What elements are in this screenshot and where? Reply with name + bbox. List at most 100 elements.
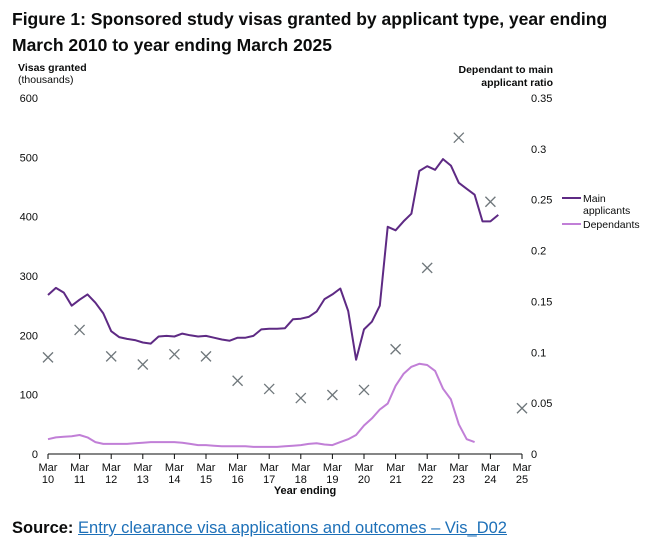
right-axis-title-line-1: Dependant to main bbox=[458, 64, 553, 76]
x-tick-label-month: Mar bbox=[228, 462, 247, 474]
right-tick-label: 0.15 bbox=[531, 296, 552, 308]
right-tick-label: 0.1 bbox=[531, 347, 546, 359]
ratio-marker bbox=[390, 343, 402, 355]
ratio-marker bbox=[168, 348, 180, 360]
ratio-marker bbox=[105, 350, 117, 362]
x-tick-label-month: Mar bbox=[291, 462, 310, 474]
x-tick-label-month: Mar bbox=[355, 462, 374, 474]
ratio-marker-stroke bbox=[326, 389, 338, 401]
ratio-marker bbox=[295, 392, 307, 404]
ratio-marker bbox=[516, 402, 528, 414]
left-tick-label: 400 bbox=[20, 212, 38, 224]
ratio-marker bbox=[263, 383, 275, 395]
x-tick-label-month: Mar bbox=[133, 462, 152, 474]
ratio-marker bbox=[326, 389, 338, 401]
ratio-marker-stroke bbox=[516, 402, 528, 414]
x-tick-label-month: Mar bbox=[165, 462, 184, 474]
left-axis-title: Visas granted (thousands) bbox=[18, 62, 87, 86]
ratio-marker bbox=[137, 359, 149, 370]
left-tick-label: 100 bbox=[20, 390, 38, 402]
x-axis-ticks: Mar10Mar11Mar12Mar13Mar14Mar15Mar16Mar17… bbox=[39, 454, 532, 486]
x-tick-label-month: Mar bbox=[70, 462, 89, 474]
ratio-marker bbox=[74, 324, 86, 336]
x-tick-label-year: 21 bbox=[389, 474, 401, 486]
x-tick-label-year: 25 bbox=[516, 474, 528, 486]
left-tick-label: 500 bbox=[20, 152, 38, 164]
left-axis-ticks: 0 100 200 300 400 500 600 bbox=[20, 93, 38, 461]
x-tick-label-year: 18 bbox=[295, 474, 307, 486]
x-tick-label-year: 11 bbox=[74, 474, 85, 486]
ratio-marker bbox=[358, 384, 370, 396]
x-tick-label-year: 14 bbox=[168, 474, 180, 486]
x-tick-label-year: 12 bbox=[105, 474, 117, 486]
chart-title: Figure 1: Sponsored study visas granted … bbox=[12, 9, 608, 55]
x-tick-label-month: Mar bbox=[323, 462, 342, 474]
x-tick-label-year: 13 bbox=[137, 474, 149, 486]
chart: Visas granted (thousands) Dependant to m… bbox=[18, 62, 640, 497]
right-tick-label: 0.35 bbox=[531, 93, 552, 105]
right-axis-title: Dependant to main applicant ratio bbox=[458, 64, 553, 89]
left-tick-label: 0 bbox=[32, 449, 38, 461]
x-tick-label-month: Mar bbox=[386, 462, 405, 474]
right-tick-label: 0.2 bbox=[531, 246, 546, 258]
ratio-marker-stroke bbox=[453, 132, 465, 144]
left-tick-label: 200 bbox=[20, 330, 38, 342]
source-note: Source: Entry clearance visa application… bbox=[12, 519, 507, 538]
ratio-marker bbox=[484, 196, 496, 208]
x-tick-label-month: Mar bbox=[102, 462, 121, 474]
x-tick-label-year: 15 bbox=[200, 474, 212, 486]
left-tick-label: 300 bbox=[20, 271, 38, 283]
ratio-marker bbox=[200, 350, 212, 362]
ratio-marker bbox=[421, 262, 433, 274]
x-tick-label-month: Mar bbox=[481, 462, 500, 474]
ratio-marker-stroke bbox=[484, 196, 496, 208]
right-axis-ticks: 0 0.05 0.1 0.15 0.2 0.25 0.3 0.35 bbox=[531, 93, 552, 461]
main-applicants-line bbox=[47, 158, 499, 361]
x-axis-title: Year ending bbox=[274, 485, 336, 497]
right-tick-label: 0.3 bbox=[531, 144, 546, 156]
x-tick-label-year: 17 bbox=[263, 474, 275, 486]
ratio-marker-stroke bbox=[42, 351, 54, 363]
ratio-marker-stroke bbox=[263, 383, 275, 395]
source-link[interactable]: Entry clearance visa applications and ou… bbox=[78, 519, 507, 537]
x-tick-label-year: 19 bbox=[326, 474, 338, 486]
ratio-marker bbox=[232, 375, 244, 387]
ratio-marker-stroke bbox=[358, 384, 370, 396]
left-tick-label: 600 bbox=[20, 93, 38, 105]
right-tick-label: 0 bbox=[531, 449, 537, 461]
ratio-marker-stroke bbox=[232, 375, 244, 387]
ratio-marker-stroke bbox=[390, 343, 402, 355]
x-tick-label-year: 22 bbox=[421, 474, 433, 486]
x-tick-label-year: 10 bbox=[42, 474, 54, 486]
ratio-markers bbox=[42, 132, 528, 414]
source-label: Source: bbox=[12, 519, 74, 537]
ratio-marker-stroke bbox=[421, 262, 433, 274]
x-tick-label-month: Mar bbox=[418, 462, 437, 474]
x-tick-label-month: Mar bbox=[449, 462, 468, 474]
right-tick-label: 0.25 bbox=[531, 195, 552, 207]
x-tick-label-month: Mar bbox=[260, 462, 279, 474]
ratio-marker bbox=[453, 132, 465, 144]
ratio-marker-stroke bbox=[137, 359, 149, 370]
left-axis-title-line-2: (thousands) bbox=[18, 74, 73, 86]
legend-label: Main bbox=[583, 193, 606, 205]
series bbox=[47, 158, 499, 448]
x-tick-label-month: Mar bbox=[197, 462, 216, 474]
right-tick-label: 0.05 bbox=[531, 398, 552, 410]
ratio-marker-stroke bbox=[295, 392, 307, 404]
x-tick-label-year: 24 bbox=[484, 474, 496, 486]
x-tick-label-month: Mar bbox=[39, 462, 58, 474]
ratio-marker-stroke bbox=[168, 348, 180, 360]
x-tick-label-month: Mar bbox=[513, 462, 532, 474]
ratio-marker-stroke bbox=[105, 350, 117, 362]
x-tick-label-year: 20 bbox=[358, 474, 370, 486]
left-axis-title-line-1: Visas granted bbox=[18, 62, 87, 74]
dependants-line bbox=[47, 362, 475, 448]
legend-label: applicants bbox=[583, 205, 630, 217]
ratio-marker bbox=[42, 351, 54, 363]
right-axis-title-line-2: applicant ratio bbox=[481, 77, 553, 89]
x-tick-label-year: 16 bbox=[231, 474, 243, 486]
ratio-marker-stroke bbox=[74, 324, 86, 336]
ratio-marker-stroke bbox=[200, 350, 212, 362]
